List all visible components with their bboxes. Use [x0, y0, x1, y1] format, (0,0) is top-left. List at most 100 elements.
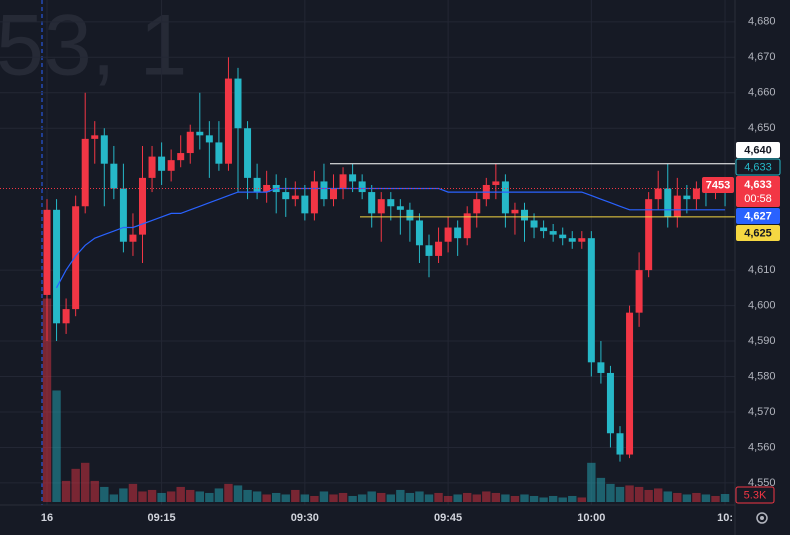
- volume-bar: [338, 492, 348, 502]
- candle-body: [234, 78, 242, 129]
- candle-body: [377, 199, 385, 214]
- candle-body: [148, 156, 156, 178]
- volume-bar: [128, 483, 138, 502]
- candle-body: [530, 220, 538, 228]
- candle-body: [673, 195, 681, 217]
- candle-body: [587, 238, 595, 363]
- candle-body: [396, 206, 404, 210]
- candle-body: [597, 362, 605, 373]
- candle-body: [415, 220, 423, 246]
- volume-bar: [138, 491, 147, 502]
- volume-bar: [367, 491, 376, 502]
- candle-body: [606, 372, 614, 434]
- current-price: 4,633: [744, 179, 772, 191]
- candle-body: [110, 163, 118, 189]
- candle-body: [568, 238, 576, 242]
- volume-bar: [176, 486, 185, 502]
- candle-body: [435, 241, 443, 256]
- volume-bar: [510, 495, 520, 502]
- volume-bar: [262, 494, 271, 502]
- candle-body: [196, 131, 204, 136]
- volume-bar: [52, 390, 61, 502]
- price-label: 4,633: [744, 161, 772, 173]
- volume-bar: [100, 486, 109, 502]
- level-label: 4,625: [744, 227, 772, 239]
- candle-body: [501, 181, 509, 214]
- volume-bar: [615, 486, 625, 502]
- settings-dot[interactable]: [760, 516, 764, 520]
- level-label-box: [736, 142, 780, 158]
- volume-bar: [634, 486, 644, 502]
- volume-bar: [558, 497, 567, 502]
- price-label-box: [736, 208, 780, 224]
- candle-body: [406, 209, 414, 221]
- settings-icon[interactable]: [756, 512, 768, 524]
- volume-bar: [386, 494, 395, 502]
- watermark: 53, 1: [0, 0, 187, 94]
- current-tag: 7453: [706, 179, 730, 191]
- candle-body: [244, 128, 252, 178]
- volume-bar: [482, 491, 491, 502]
- volume-bar: [224, 483, 233, 502]
- candle-body: [205, 135, 213, 143]
- tag-box: [702, 177, 734, 193]
- candle-body: [177, 153, 185, 161]
- candle-body: [139, 177, 146, 235]
- price-label: 4,627: [744, 210, 772, 222]
- level-label: 4,640: [744, 144, 772, 156]
- volume-bar: [529, 495, 539, 502]
- candle-body: [291, 195, 299, 200]
- current-box: [736, 176, 780, 207]
- candle-body: [664, 188, 672, 217]
- candle-body: [645, 199, 653, 271]
- candle-body: [578, 238, 586, 242]
- volume-bar: [453, 494, 462, 502]
- x-tick-label: 09:30: [291, 512, 319, 524]
- candle-body: [53, 209, 61, 324]
- candle-body: [463, 213, 471, 239]
- volume-bar: [81, 462, 90, 502]
- candle-body: [511, 209, 519, 214]
- y-tick-label: 4,590: [748, 335, 776, 347]
- y-tick-label: 4,550: [748, 477, 776, 489]
- volume-bar: [195, 491, 204, 502]
- volume-bar: [300, 494, 310, 502]
- candle-body: [301, 195, 309, 214]
- y-tick-label: 4,560: [748, 441, 776, 453]
- volume-bar: [42, 298, 52, 502]
- volume-bar: [157, 492, 166, 502]
- volume-bar: [434, 492, 443, 502]
- candle-body: [635, 270, 643, 313]
- volume-bar: [501, 494, 510, 502]
- y-tick-label: 4,610: [748, 264, 776, 276]
- volume-bar: [119, 488, 128, 502]
- volume-bar: [61, 480, 71, 502]
- candle-body: [492, 181, 500, 185]
- candle-body: [349, 174, 357, 182]
- candle-body: [186, 131, 194, 154]
- candle-body: [62, 309, 70, 324]
- candle-body: [692, 188, 700, 200]
- volume-bar: [682, 494, 692, 502]
- volume-bar: [692, 492, 701, 502]
- candle-body: [616, 433, 624, 455]
- candle-body: [521, 209, 528, 221]
- candle-body: [559, 234, 567, 239]
- x-tick-label: 10:00: [577, 512, 605, 524]
- volume-bar: [147, 489, 157, 502]
- volume-bar: [205, 492, 214, 502]
- volume-bar: [233, 485, 243, 502]
- candle-body: [253, 177, 261, 193]
- volume-bar: [214, 488, 224, 502]
- candle-body: [368, 192, 376, 214]
- candle-body: [43, 209, 51, 295]
- y-tick-label: 4,660: [748, 87, 776, 99]
- settings-ring[interactable]: [756, 512, 768, 524]
- volume-bar: [596, 477, 606, 502]
- candle-body: [100, 135, 108, 164]
- candle-body: [330, 188, 337, 200]
- grid: [0, 0, 735, 505]
- candle-body: [158, 156, 166, 171]
